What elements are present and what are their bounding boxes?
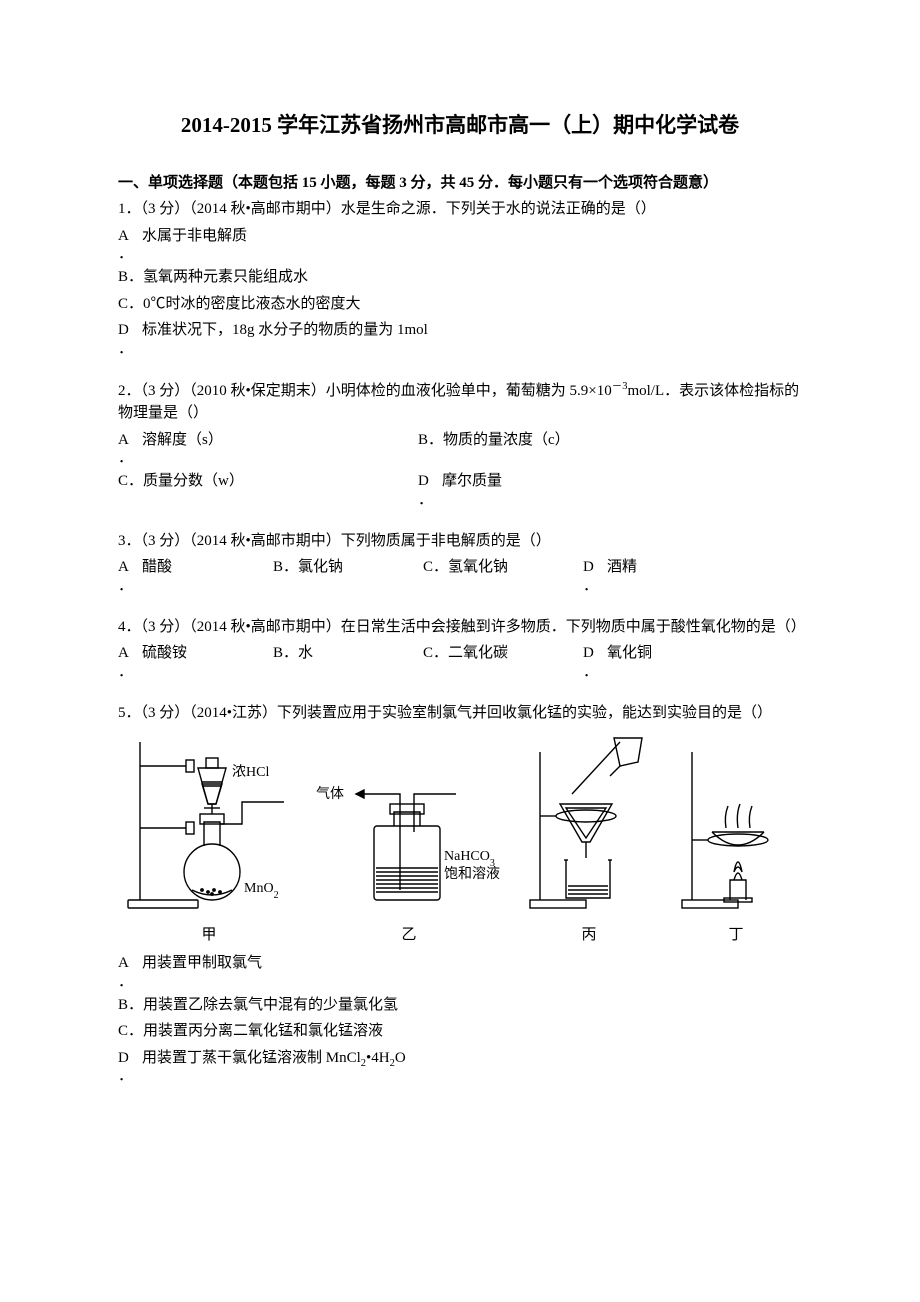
q3-row: A．醋酸 B．氯化钠 C．氢氧化钠 D．酒精: [118, 556, 802, 594]
section-1-heading: 一、单项选择题（本题包括 15 小题，每题 3 分，共 45 分．每小题只有一个…: [118, 172, 802, 195]
q5-option-b: B．用装置乙除去氯气中混有的少量氯化氢: [118, 994, 802, 1017]
q1-option-d: D．标准状况下，18g 水分子的物质的量为 1mol: [118, 319, 802, 357]
q2-stem-sup: －3: [612, 381, 628, 392]
q5-figures: 浓HCl MnO2: [118, 732, 802, 920]
q2-stem: 2．（3 分）（2010 秋•保定期末）小明体检的血液化验单中，葡萄糖为 5.9…: [118, 379, 802, 425]
exam-page: 2014-2015 学年江苏省扬州市高邮市高一（上）期中化学试卷 一、单项选择题…: [0, 0, 920, 1146]
q4-option-a: A．硫酸铵: [118, 642, 273, 680]
q1-option-b: B．氢氧两种元素只能组成水: [118, 266, 802, 289]
label-mno2: MnO2: [244, 881, 279, 901]
option-label-a: A．: [118, 556, 142, 594]
q3-option-c: C．氢氧化钠: [423, 556, 583, 594]
label-hcl: 浓HCl: [232, 764, 269, 780]
q1-d-text: 标准状况下，18g 水分子的物质的量为 1mol: [142, 322, 428, 338]
option-label-a: A．: [118, 642, 142, 680]
apparatus-bing-svg: [524, 732, 654, 912]
option-label-a: A．: [118, 225, 142, 263]
question-5: 5．（3 分）（2014•江苏）下列装置应用于实验室制氯气并回收氯化锰的实验，能…: [118, 702, 802, 1085]
q5-d-prefix: 用装置丁蒸干氯化锰溶液制 MnCl: [142, 1050, 361, 1066]
q4-row: A．硫酸铵 B．水 C．二氧化碳 D．氧化铜: [118, 642, 802, 680]
q5-option-c: C．用装置丙分离二氧化锰和氯化锰溶液: [118, 1020, 802, 1043]
question-2: 2．（3 分）（2010 秋•保定期末）小明体检的血液化验单中，葡萄糖为 5.9…: [118, 379, 802, 508]
q2-option-c: C．质量分数（w）: [118, 470, 418, 508]
q5-d-suffix: O: [395, 1050, 406, 1066]
cap-yi: 乙: [316, 924, 502, 947]
q2-d-text: 摩尔质量: [442, 473, 502, 489]
cap-ding: 丁: [676, 924, 796, 947]
option-label-d: D．: [418, 470, 442, 508]
q5-option-d: D．用装置丁蒸干氯化锰溶液制 MnCl2•4H2O: [118, 1047, 802, 1085]
q3-d-text: 酒精: [607, 559, 637, 575]
q5-option-a: A．用装置甲制取氯气: [118, 952, 802, 990]
q1-option-a: A．水属于非电解质: [118, 225, 802, 263]
label-nahco3-2: 饱和溶液: [444, 866, 500, 882]
apparatus-yi-svg: 气体 NaHCO3 饱和溶液: [316, 772, 502, 912]
apparatus-jia: 浓HCl MnO2: [124, 732, 294, 920]
exam-title: 2014-2015 学年江苏省扬州市高邮市高一（上）期中化学试卷: [118, 110, 802, 142]
apparatus-jia-svg: 浓HCl MnO2: [124, 732, 294, 912]
option-label-d: D．: [583, 556, 607, 594]
q4-option-d: D．氧化铜: [583, 642, 652, 680]
q2-a-text: 溶解度（s）: [142, 432, 223, 448]
cap-bing: 丙: [524, 924, 654, 947]
option-label-d: D．: [583, 642, 607, 680]
q3-a-text: 醋酸: [142, 559, 172, 575]
q5-fig-captions: 甲 乙 丙 丁: [118, 924, 802, 947]
q4-option-b: B．水: [273, 642, 423, 680]
q5-a-text: 用装置甲制取氯气: [142, 955, 262, 971]
option-label-d: D．: [118, 319, 142, 357]
q1-a-text: 水属于非电解质: [142, 228, 247, 244]
q4-a-text: 硫酸铵: [142, 645, 187, 661]
q1-stem: 1．（3 分）（2014 秋•高邮市期中）水是生命之源．下列关于水的说法正确的是…: [118, 198, 802, 221]
apparatus-ding-svg: [676, 732, 796, 912]
q5-stem: 5．（3 分）（2014•江苏）下列装置应用于实验室制氯气并回收氯化锰的实验，能…: [118, 702, 802, 725]
question-4: 4．（3 分）（2014 秋•高邮市期中）在日常生活中会接触到许多物质．下列物质…: [118, 616, 802, 680]
question-1: 1．（3 分）（2014 秋•高邮市期中）水是生命之源．下列关于水的说法正确的是…: [118, 198, 802, 357]
q2-option-d: D．摩尔质量: [418, 470, 502, 508]
option-label-a: A．: [118, 429, 142, 467]
q3-option-b: B．氯化钠: [273, 556, 423, 594]
q4-option-c: C．二氧化碳: [423, 642, 583, 680]
option-label-a: A．: [118, 952, 142, 990]
q4-d-text: 氧化铜: [607, 645, 652, 661]
q2-row-cd: C．质量分数（w） D．摩尔质量: [118, 470, 802, 508]
q2-option-b: B．物质的量浓度（c）: [418, 429, 570, 467]
label-nahco3: NaHCO3: [444, 849, 495, 869]
q3-option-a: A．醋酸: [118, 556, 273, 594]
apparatus-yi: 气体 NaHCO3 饱和溶液: [316, 772, 502, 920]
question-3: 3．（3 分）（2014 秋•高邮市期中）下列物质属于非电解质的是（） A．醋酸…: [118, 530, 802, 594]
q2-stem-prefix: 2．（3 分）（2010 秋•保定期末）小明体检的血液化验单中，葡萄糖为 5.9…: [118, 383, 612, 399]
q1-option-c: C．0℃时冰的密度比液态水的密度大: [118, 293, 802, 316]
q3-stem: 3．（3 分）（2014 秋•高邮市期中）下列物质属于非电解质的是（）: [118, 530, 802, 553]
q5-d-mid: •4H: [366, 1050, 390, 1066]
option-label-d: D．: [118, 1047, 142, 1085]
q2-row-ab: A．溶解度（s） B．物质的量浓度（c）: [118, 429, 802, 467]
apparatus-ding: [676, 732, 796, 920]
label-gas: 气体: [316, 786, 344, 802]
q4-stem: 4．（3 分）（2014 秋•高邮市期中）在日常生活中会接触到许多物质．下列物质…: [118, 616, 802, 639]
q2-option-a: A．溶解度（s）: [118, 429, 418, 467]
apparatus-bing: [524, 732, 654, 920]
cap-jia: 甲: [124, 924, 294, 947]
q3-option-d: D．酒精: [583, 556, 637, 594]
